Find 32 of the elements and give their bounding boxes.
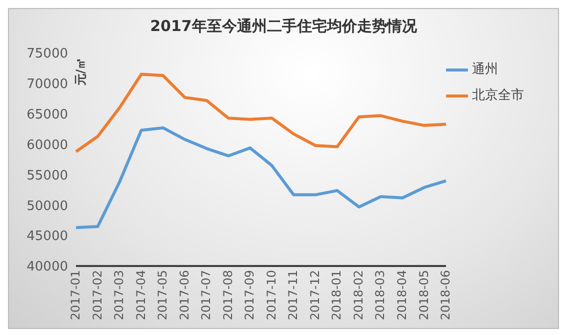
x-tick-label: 2017-10	[264, 270, 278, 320]
x-tick-label: 2017-07	[199, 270, 214, 320]
x-tick-label: 2017-11	[286, 270, 300, 320]
x-tick-label: 2018-01	[330, 270, 344, 320]
y-tick-label: 70000	[26, 77, 68, 92]
x-tick-label: 2018-02	[351, 270, 366, 320]
x-tick-label: 2017-06	[177, 270, 192, 320]
y-tick-label: 45000	[26, 229, 68, 244]
y-tick-label: 65000	[26, 107, 68, 122]
legend-label: 通州	[472, 61, 498, 79]
y-tick-label: 60000	[26, 138, 68, 153]
x-tick-label: 2017-02	[90, 270, 104, 320]
x-tick-label: 2017-09	[242, 270, 257, 320]
line-series	[74, 72, 448, 154]
x-tick-label: 2017-04	[134, 270, 148, 320]
y-tick-label: 40000	[26, 260, 68, 275]
x-tick-label: 2018-06	[438, 270, 453, 320]
x-tick-label: 2017-01	[68, 270, 83, 320]
y-axis-title: 元/㎡	[72, 56, 88, 88]
x-tick-label: 2018-03	[373, 270, 388, 320]
y-tick-label: 50000	[26, 198, 68, 214]
x-tick-label: 2018-04	[394, 270, 409, 320]
chart-title: 2017年至今通州二手住宅均价走势情况	[149, 16, 418, 37]
y-tick-label: 75000	[26, 46, 68, 62]
x-tick-label: 2017-05	[156, 270, 170, 320]
x-tick-label: 2017-08	[220, 270, 235, 320]
y-tick-label: 55000	[26, 168, 68, 184]
x-tick-label: 2018-05	[416, 270, 431, 320]
x-tick-label: 2017-03	[112, 270, 126, 320]
line-series	[74, 126, 448, 230]
legend-label: 北京全市	[472, 87, 524, 105]
x-tick-label: 2017-12	[308, 270, 322, 320]
